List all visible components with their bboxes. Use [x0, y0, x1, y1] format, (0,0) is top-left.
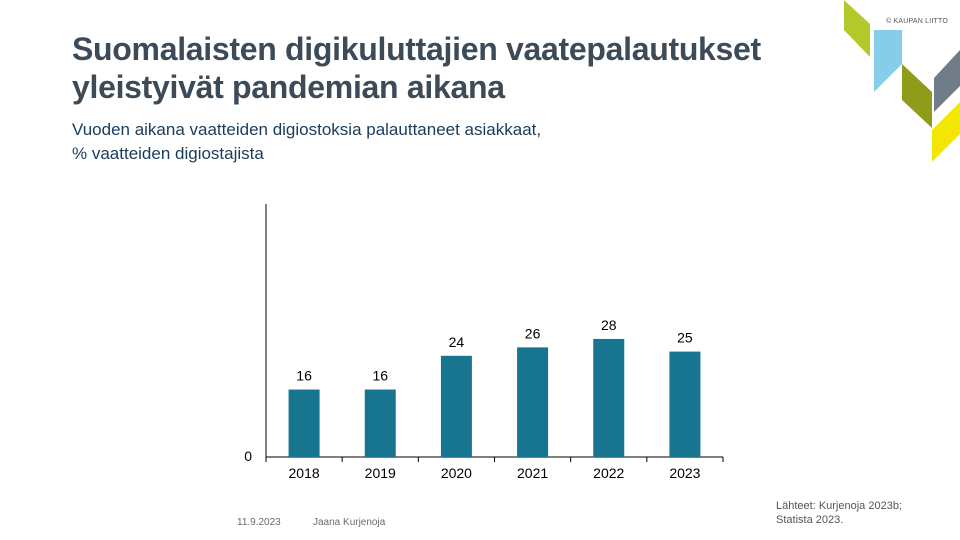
bar-series — [288, 338, 701, 457]
brand-decoration — [844, 0, 960, 162]
source-note: Lähteet: Kurjenoja 2023b; Statista 2023. — [776, 499, 946, 527]
deco-gray-shape — [934, 50, 960, 112]
title-line-1: Suomalaisten digikuluttajien vaatepalaut… — [72, 31, 761, 67]
footer-date: 11.9.2023 — [237, 517, 281, 528]
x-label-2019: 2019 — [365, 465, 396, 481]
x-label-2023: 2023 — [669, 465, 700, 481]
slide-subtitle: Vuoden aikana vaatteiden digiostoksia pa… — [72, 118, 772, 166]
data-labels: 16 16 24 26 28 25 — [296, 317, 693, 384]
y-tick-label: 0 — [244, 448, 252, 464]
bar-2020 — [440, 355, 472, 457]
title-line-2: yleistyivät pandemian aikana — [72, 69, 505, 105]
subtitle-line-1: Vuoden aikana vaatteiden digiostoksia pa… — [72, 120, 542, 139]
deco-blue-shape — [874, 30, 902, 92]
x-label-2018: 2018 — [289, 465, 320, 481]
x-axis-ticks — [265, 457, 724, 462]
data-label-2020: 24 — [449, 334, 465, 350]
data-label-2021: 26 — [525, 325, 541, 341]
brand-label: © KAUPAN LIITTO — [886, 18, 948, 25]
x-label-2020: 2020 — [441, 465, 472, 481]
bar-2023 — [669, 351, 701, 457]
subtitle-line-2: % vaatteiden digiostajista — [72, 144, 264, 163]
data-label-2023: 25 — [677, 330, 693, 346]
bar-2022 — [593, 338, 625, 457]
data-label-2019: 16 — [372, 368, 388, 384]
source-line-1: Lähteet: Kurjenoja 2023b; — [776, 500, 902, 512]
source-line-2: Statista 2023. — [776, 514, 844, 526]
deco-olive-shape — [902, 64, 932, 128]
x-axis-labels: 2018 2019 2020 2021 2022 2023 — [289, 465, 701, 481]
slide-title: Suomalaisten digikuluttajien vaatepalaut… — [72, 30, 852, 106]
bar-2021 — [517, 347, 549, 457]
deco-yellow-shape — [932, 102, 960, 162]
deco-lime-shape — [844, 0, 870, 57]
data-label-2022: 28 — [601, 317, 617, 333]
footer-author: Jaana Kurjenoja — [313, 517, 386, 528]
x-label-2022: 2022 — [593, 465, 624, 481]
bar-2019 — [364, 389, 396, 457]
data-label-2018: 16 — [296, 368, 312, 384]
bar-2018 — [288, 389, 320, 457]
x-label-2021: 2021 — [517, 465, 548, 481]
